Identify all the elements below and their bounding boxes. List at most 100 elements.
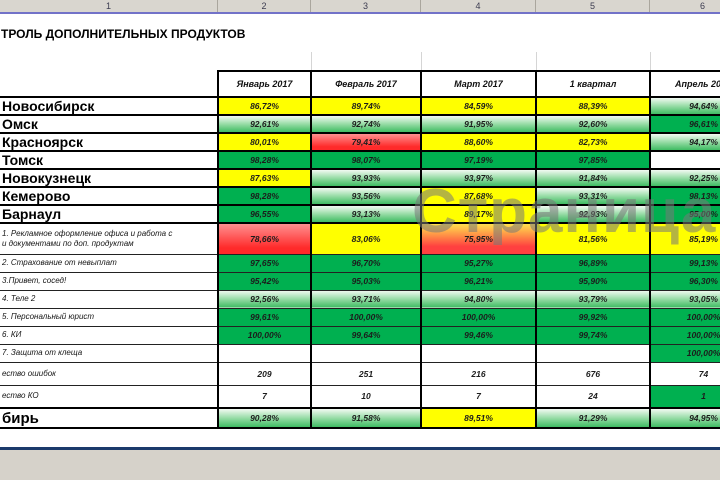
data-cell[interactable]: 100,00% (217, 325, 311, 345)
data-cell[interactable]: 84,59% (420, 96, 536, 116)
data-cell[interactable]: 93,56% (310, 186, 421, 206)
data-cell[interactable]: 100,00% (310, 307, 421, 327)
row-label-cell[interactable]: Томск (0, 150, 218, 170)
data-cell[interactable]: 80,01% (217, 132, 311, 152)
data-cell[interactable]: 98,28% (217, 150, 311, 170)
data-cell[interactable]: 96,30% (649, 271, 720, 291)
data-cell[interactable]: 95,90% (535, 271, 650, 291)
data-cell[interactable]: 99,64% (310, 325, 421, 345)
data-cell[interactable]: 96,55% (217, 204, 311, 224)
data-cell[interactable]: 94,80% (420, 289, 536, 309)
data-cell[interactable]: 7 (420, 384, 536, 409)
data-cell[interactable]: 91,95% (420, 114, 536, 134)
row-label-cell[interactable]: Новосибирск (0, 96, 218, 116)
data-cell[interactable]: 91,84% (535, 168, 650, 188)
data-cell[interactable]: 95,03% (310, 271, 421, 291)
data-cell[interactable]: 92,25% (649, 168, 720, 188)
data-cell[interactable]: 90,28% (217, 407, 311, 429)
row-label-cell[interactable]: Новокузнецк (0, 168, 218, 188)
table-col-header[interactable]: 1 квартал (535, 70, 651, 98)
data-cell[interactable]: 1 (649, 384, 720, 409)
data-cell[interactable]: 676 (535, 361, 650, 386)
data-cell[interactable]: 88,60% (420, 132, 536, 152)
row-label-cell[interactable]: 2. Страхование от невыплат (0, 253, 218, 273)
data-cell[interactable]: 91,58% (310, 407, 421, 429)
table-col-header[interactable]: Апрель 2017 (649, 70, 720, 98)
data-cell[interactable] (649, 150, 720, 170)
data-cell[interactable] (535, 343, 650, 363)
row-label-cell[interactable]: Кемерово (0, 186, 218, 206)
data-cell[interactable]: 209 (217, 361, 311, 386)
data-cell[interactable]: 74 (649, 361, 720, 386)
data-cell[interactable]: 79,41% (310, 132, 421, 152)
data-cell[interactable]: 93,97% (420, 168, 536, 188)
data-cell[interactable]: 93,05% (649, 289, 720, 309)
data-cell[interactable]: 97,85% (535, 150, 650, 170)
data-cell[interactable]: 88,39% (535, 96, 650, 116)
data-cell[interactable]: 75,95% (420, 222, 536, 255)
row-label-cell[interactable]: Красноярск (0, 132, 218, 152)
row-label-cell[interactable]: 5. Персональный юрист (0, 307, 218, 327)
column-strip-cell[interactable]: 2 (218, 0, 311, 12)
data-cell[interactable]: 87,63% (217, 168, 311, 188)
data-cell[interactable] (420, 343, 536, 363)
data-cell[interactable]: 78,66% (217, 222, 311, 255)
data-cell[interactable]: 100,00% (649, 307, 720, 327)
column-strip-cell[interactable]: 6 (650, 0, 720, 12)
data-cell[interactable]: 82,73% (535, 132, 650, 152)
row-label-cell[interactable]: Барнаул (0, 204, 218, 224)
data-cell[interactable]: 92,60% (535, 114, 650, 134)
data-cell[interactable]: 93,31% (535, 186, 650, 206)
data-cell[interactable]: 93,13% (310, 204, 421, 224)
data-cell[interactable]: 92,93% (535, 204, 650, 224)
data-cell[interactable]: 94,17% (649, 132, 720, 152)
data-cell[interactable] (217, 343, 311, 363)
data-cell[interactable]: 94,95% (649, 407, 720, 429)
data-cell[interactable]: 96,89% (535, 253, 650, 273)
data-cell[interactable] (310, 343, 421, 363)
table-col-header[interactable]: Февраль 2017 (310, 70, 422, 98)
column-strip-cell[interactable]: 1 (0, 0, 218, 12)
row-label-cell[interactable]: 1. Рекламное оформление офиса и работа с… (0, 222, 218, 255)
data-cell[interactable]: 95,27% (420, 253, 536, 273)
column-strip-cell[interactable]: 5 (536, 0, 650, 12)
row-label-cell[interactable]: ество КО (0, 384, 218, 409)
data-cell[interactable]: 85,19% (649, 222, 720, 255)
data-cell[interactable]: 89,74% (310, 96, 421, 116)
data-cell[interactable]: 99,92% (535, 307, 650, 327)
data-cell[interactable]: 93,93% (310, 168, 421, 188)
data-cell[interactable]: 93,71% (310, 289, 421, 309)
data-cell[interactable]: 96,61% (649, 114, 720, 134)
data-cell[interactable]: 100,00% (649, 343, 720, 363)
row-label-cell[interactable]: ество ошибок (0, 361, 218, 386)
data-cell[interactable]: 95,42% (217, 271, 311, 291)
row-label-cell[interactable]: 6. КИ (0, 325, 218, 345)
table-col-header[interactable]: Январь 2017 (217, 70, 312, 98)
data-cell[interactable]: 96,21% (420, 271, 536, 291)
data-cell[interactable]: 99,74% (535, 325, 650, 345)
data-cell[interactable]: 95,00% (649, 204, 720, 224)
data-cell[interactable]: 24 (535, 384, 650, 409)
column-strip-cell[interactable]: 3 (311, 0, 421, 12)
data-cell[interactable]: 83,06% (310, 222, 421, 255)
row-label-cell[interactable]: 7. Защита от клеща (0, 343, 218, 363)
data-cell[interactable]: 99,13% (649, 253, 720, 273)
data-cell[interactable]: 92,56% (217, 289, 311, 309)
row-label-cell[interactable]: Омск (0, 114, 218, 134)
row-label-cell[interactable]: 3.Привет, сосед! (0, 271, 218, 291)
data-cell[interactable]: 98,28% (217, 186, 311, 206)
data-cell[interactable]: 99,46% (420, 325, 536, 345)
row-label-cell[interactable]: 4. Теле 2 (0, 289, 218, 309)
data-cell[interactable]: 98,13% (649, 186, 720, 206)
data-cell[interactable]: 10 (310, 384, 421, 409)
data-cell[interactable]: 93,79% (535, 289, 650, 309)
column-strip-cell[interactable]: 4 (421, 0, 536, 12)
data-cell[interactable]: 89,51% (420, 407, 536, 429)
data-cell[interactable]: 97,65% (217, 253, 311, 273)
data-cell[interactable]: 99,61% (217, 307, 311, 327)
data-cell[interactable]: 216 (420, 361, 536, 386)
data-cell[interactable]: 92,74% (310, 114, 421, 134)
data-cell[interactable]: 91,29% (535, 407, 650, 429)
data-cell[interactable]: 86,72% (217, 96, 311, 116)
data-cell[interactable]: 7 (217, 384, 311, 409)
